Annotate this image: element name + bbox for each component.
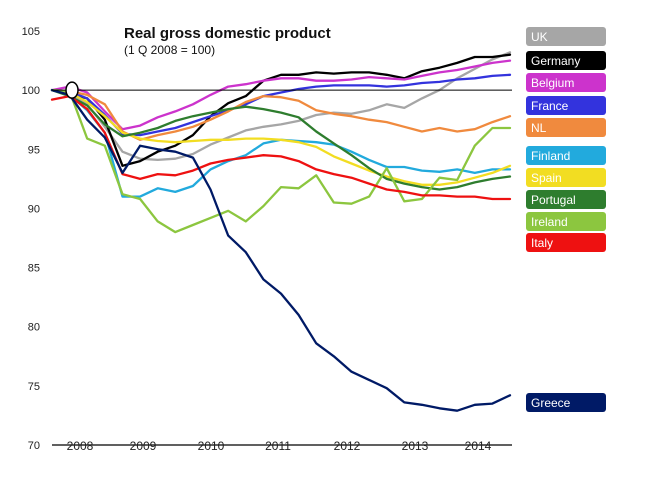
legend-swatch-portugal bbox=[526, 190, 606, 209]
baseline-origin-marker bbox=[65, 81, 79, 99]
legend-label-uk: UK bbox=[531, 30, 548, 44]
legend-item-belgium: Belgium bbox=[526, 73, 606, 92]
legend-item-ireland: Ireland bbox=[526, 212, 606, 231]
legend-label-belgium: Belgium bbox=[531, 76, 574, 90]
legend-swatch-nl bbox=[526, 118, 606, 137]
legend-label-germany: Germany bbox=[531, 54, 580, 68]
legend-item-germany: Germany bbox=[526, 51, 606, 70]
series-line-belgium bbox=[50, 59, 512, 131]
legend-swatch-germany bbox=[526, 51, 606, 70]
legend-swatch-italy bbox=[526, 233, 606, 252]
legend-swatch-ireland bbox=[526, 212, 606, 231]
y-tick-label-85: 85 bbox=[28, 263, 40, 275]
legend-item-finland: Finland bbox=[526, 146, 606, 165]
legend-label-ireland: Ireland bbox=[531, 215, 568, 229]
legend-swatch-belgium bbox=[526, 73, 606, 92]
chart-subtitle: (1 Q 2008 = 100) bbox=[124, 43, 215, 57]
series-line-greece bbox=[50, 88, 512, 412]
x-tick-label-2009: 2009 bbox=[130, 439, 157, 453]
legend-label-spain: Spain bbox=[531, 171, 562, 185]
x-tick-label-2010: 2010 bbox=[198, 439, 225, 453]
y-tick-label-100: 100 bbox=[22, 85, 40, 97]
legend-label-finland: Finland bbox=[531, 149, 570, 163]
legend-item-portugal: Portugal bbox=[526, 190, 606, 209]
legend-item-uk: UK bbox=[526, 27, 606, 46]
y-tick-label-105: 105 bbox=[22, 26, 40, 38]
legend-label-greece: Greece bbox=[531, 396, 571, 410]
legend-swatch-uk bbox=[526, 27, 606, 46]
legend-item-italy: Italy bbox=[526, 233, 606, 252]
x-tick-label-2014: 2014 bbox=[465, 439, 492, 453]
y-tick-label-90: 90 bbox=[28, 203, 40, 215]
legend: UK Germany Belgium France NL Finland Spain Port… bbox=[526, 27, 606, 412]
legend-swatch-greece bbox=[526, 393, 606, 412]
legend-label-nl: NL bbox=[531, 121, 547, 135]
legend-label-italy: Italy bbox=[531, 236, 553, 250]
legend-swatch-finland bbox=[526, 146, 606, 165]
chart-title: Real gross domestic product bbox=[124, 25, 331, 42]
y-tick-label-70: 70 bbox=[28, 440, 40, 452]
legend-label-france: France bbox=[531, 99, 569, 113]
series-line-portugal bbox=[50, 88, 512, 191]
legend-swatch-france bbox=[526, 96, 606, 115]
x-tick-label-2012: 2012 bbox=[334, 439, 361, 453]
y-tick-label-80: 80 bbox=[28, 322, 40, 334]
x-axis: 2008 2009 2010 2011 2012 2013 2014 bbox=[52, 439, 512, 453]
y-tick-label-75: 75 bbox=[28, 381, 40, 393]
x-tick-label-2013: 2013 bbox=[402, 439, 429, 453]
series-lines bbox=[50, 51, 512, 412]
series-line-uk bbox=[50, 51, 512, 162]
series-line-italy bbox=[50, 94, 512, 201]
baseline-group bbox=[52, 81, 512, 99]
legend-item-spain: Spain bbox=[526, 168, 606, 187]
series-line-ireland bbox=[50, 88, 512, 234]
series-line-finland bbox=[50, 88, 512, 198]
legend-item-nl: NL bbox=[526, 118, 606, 137]
legend-swatch-spain bbox=[526, 168, 606, 187]
x-tick-label-2011: 2011 bbox=[265, 439, 291, 453]
legend-item-france: France bbox=[526, 96, 606, 115]
y-tick-label-95: 95 bbox=[28, 144, 40, 156]
x-tick-label-2008: 2008 bbox=[67, 439, 94, 453]
legend-item-greece: Greece bbox=[526, 393, 606, 412]
legend-label-portugal: Portugal bbox=[531, 193, 576, 207]
y-axis: 70 75 80 85 90 95 100 105 bbox=[22, 26, 40, 452]
